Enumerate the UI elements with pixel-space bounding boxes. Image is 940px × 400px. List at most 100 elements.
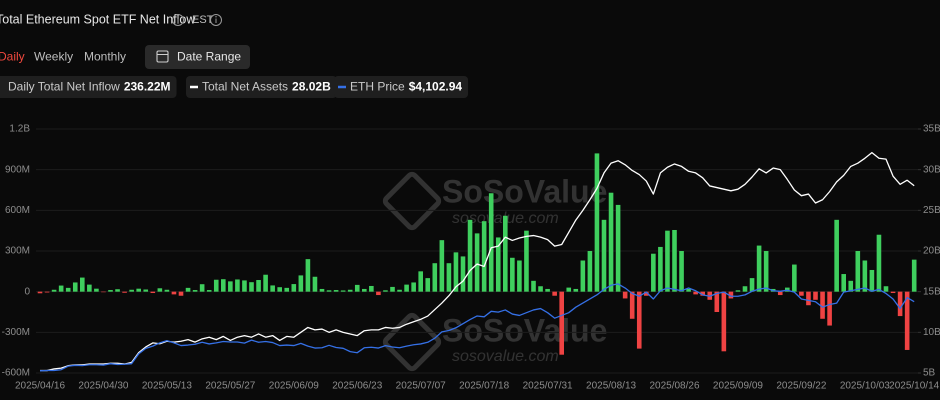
bar <box>834 219 839 292</box>
watermark-url: sosovalue.com <box>452 348 559 365</box>
line <box>39 283 915 372</box>
bar <box>221 279 226 292</box>
tabs: Daily Weekly Monthly <box>0 50 126 64</box>
bar <box>474 233 480 292</box>
bar <box>122 291 127 293</box>
x-tick-label: 2025/06/23 <box>332 381 382 392</box>
bar <box>305 259 311 292</box>
y-tick-label: 1.2B <box>9 124 30 135</box>
legend-item[interactable]: ETH Price $4,102.94 <box>334 76 469 98</box>
bar <box>827 291 832 326</box>
legend-item[interactable]: Daily Total Net Inflow 236.22M <box>0 76 177 98</box>
legend-label: ETH Price <box>350 80 405 94</box>
line <box>40 151 915 372</box>
y2-tick-label: 20B <box>923 246 940 257</box>
y2-tick-label: 35B <box>923 124 940 135</box>
bar <box>728 291 734 299</box>
info-icon[interactable] <box>172 14 184 26</box>
bar <box>87 284 92 292</box>
bar <box>495 237 501 292</box>
legend-value: 236.22M <box>124 80 171 94</box>
bar <box>559 291 564 355</box>
bar <box>446 263 452 292</box>
bar <box>481 221 487 292</box>
x-tick-label: 2025/07/07 <box>396 381 446 392</box>
bar <box>80 277 85 292</box>
bar <box>115 289 120 292</box>
watermark-brand: SoSoValue <box>442 312 607 348</box>
bar <box>354 284 360 292</box>
date-range-button[interactable]: Date Range <box>145 45 250 69</box>
bar <box>763 251 769 292</box>
bar <box>383 290 388 292</box>
bar <box>869 269 875 292</box>
bar <box>742 286 748 292</box>
timezone: EST <box>192 14 214 26</box>
tab[interactable]: Daily <box>0 50 25 64</box>
legend-chip <box>334 76 469 98</box>
bar <box>841 274 846 292</box>
bar <box>263 274 268 292</box>
bar <box>242 280 247 292</box>
tab[interactable]: Monthly <box>84 50 126 64</box>
bar <box>284 287 290 292</box>
bar <box>848 280 854 292</box>
bar <box>735 290 741 292</box>
bar <box>235 279 240 292</box>
y-tick-label: -600M <box>2 368 30 379</box>
bar <box>340 290 346 292</box>
bar <box>432 263 438 292</box>
bar <box>580 260 586 292</box>
bar <box>319 288 325 292</box>
bar <box>270 285 275 292</box>
bar <box>721 291 727 352</box>
bar <box>644 291 649 296</box>
bar <box>333 290 339 292</box>
bar <box>369 285 374 292</box>
bar <box>855 251 861 292</box>
legend-label: Total Net Assets <box>202 80 288 94</box>
bar <box>418 271 423 292</box>
bar <box>291 284 297 292</box>
bar <box>792 264 797 292</box>
bar <box>566 287 572 292</box>
bar <box>108 290 113 292</box>
y2-tick-label: 25B <box>923 205 940 216</box>
bar <box>714 291 720 312</box>
legend-value: $4,102.94 <box>409 80 463 94</box>
legend-chip <box>0 76 177 98</box>
y2-tick-label: 30B <box>923 164 940 175</box>
y-tick-label: 600M <box>5 205 30 216</box>
x-tick-label: 2025/05/13 <box>142 381 192 392</box>
x-tick-label: 2025/09/22 <box>776 381 826 392</box>
bar <box>911 259 917 292</box>
bar <box>44 291 50 293</box>
y2-tick-label: 15B <box>923 286 940 297</box>
bar <box>397 289 402 292</box>
bar <box>129 289 134 292</box>
bar <box>58 285 64 292</box>
bar <box>904 291 910 350</box>
bar <box>51 289 57 292</box>
bar <box>587 251 593 292</box>
legend-label: Daily Total Net Inflow <box>8 80 120 94</box>
bar <box>439 240 445 292</box>
bar <box>686 288 691 292</box>
info-icon[interactable] <box>210 14 222 26</box>
bar <box>799 291 804 296</box>
chart-title: Total Ethereum Spot ETF Net Inflow <box>0 12 196 26</box>
tab[interactable]: Weekly <box>34 50 73 64</box>
bar <box>622 291 628 299</box>
bar <box>672 229 677 292</box>
bar <box>65 287 71 292</box>
bar <box>277 287 282 292</box>
bar <box>425 278 431 292</box>
bar <box>601 219 607 292</box>
bar <box>206 290 212 292</box>
bar <box>185 287 191 292</box>
x-tick-label: 2025/04/16 <box>15 381 65 392</box>
bar <box>460 256 466 292</box>
watermark-brand: SoSoValue <box>442 173 607 209</box>
legend-item[interactable]: Total Net Assets 28.02B <box>186 76 337 98</box>
